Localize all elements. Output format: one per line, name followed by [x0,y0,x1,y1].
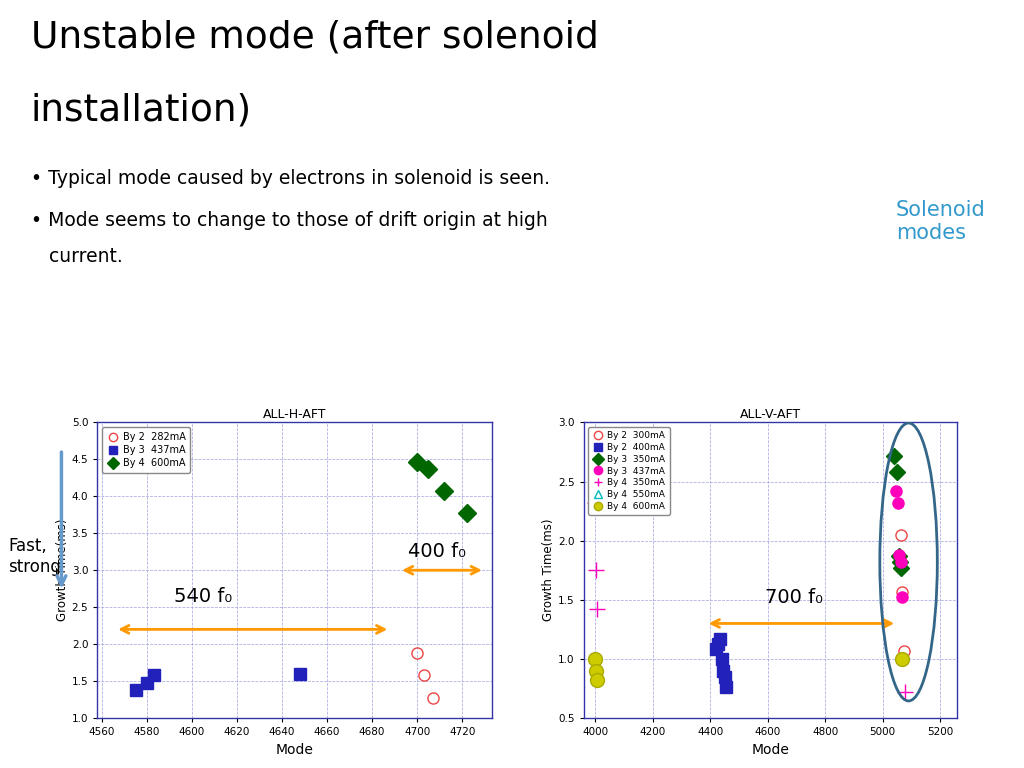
Text: • Mode seems to change to those of drift origin at high: • Mode seems to change to those of drift… [31,211,548,230]
Text: Fast,
strong: Fast, strong [8,538,61,576]
Y-axis label: Growth Time(ms): Growth Time(ms) [56,519,69,621]
Text: installation): installation) [31,92,252,128]
Title: ALL-V-AFT: ALL-V-AFT [740,409,801,421]
X-axis label: Mode: Mode [275,743,313,756]
Text: 540 f₀: 540 f₀ [174,587,232,606]
Title: ALL-H-AFT: ALL-H-AFT [262,409,327,421]
Text: 400 f₀: 400 f₀ [409,542,466,561]
Text: • Typical mode caused by electrons in solenoid is seen.: • Typical mode caused by electrons in so… [31,169,550,188]
X-axis label: Mode: Mode [752,743,790,756]
Text: current.: current. [31,247,123,266]
Legend: By 2  300mA, By 2  400mA, By 3  350mA, By 3  437mA, By 4  350mA, By 4  550mA, By: By 2 300mA, By 2 400mA, By 3 350mA, By 3… [588,427,670,515]
Legend: By 2  282mA, By 3  437mA, By 4  600mA: By 2 282mA, By 3 437mA, By 4 600mA [102,427,190,473]
Text: Unstable mode (after solenoid: Unstable mode (after solenoid [31,19,599,55]
Text: 700 f₀: 700 f₀ [765,588,822,607]
Text: Solenoid
modes: Solenoid modes [896,200,986,243]
Y-axis label: Growth Time(ms): Growth Time(ms) [543,519,555,621]
